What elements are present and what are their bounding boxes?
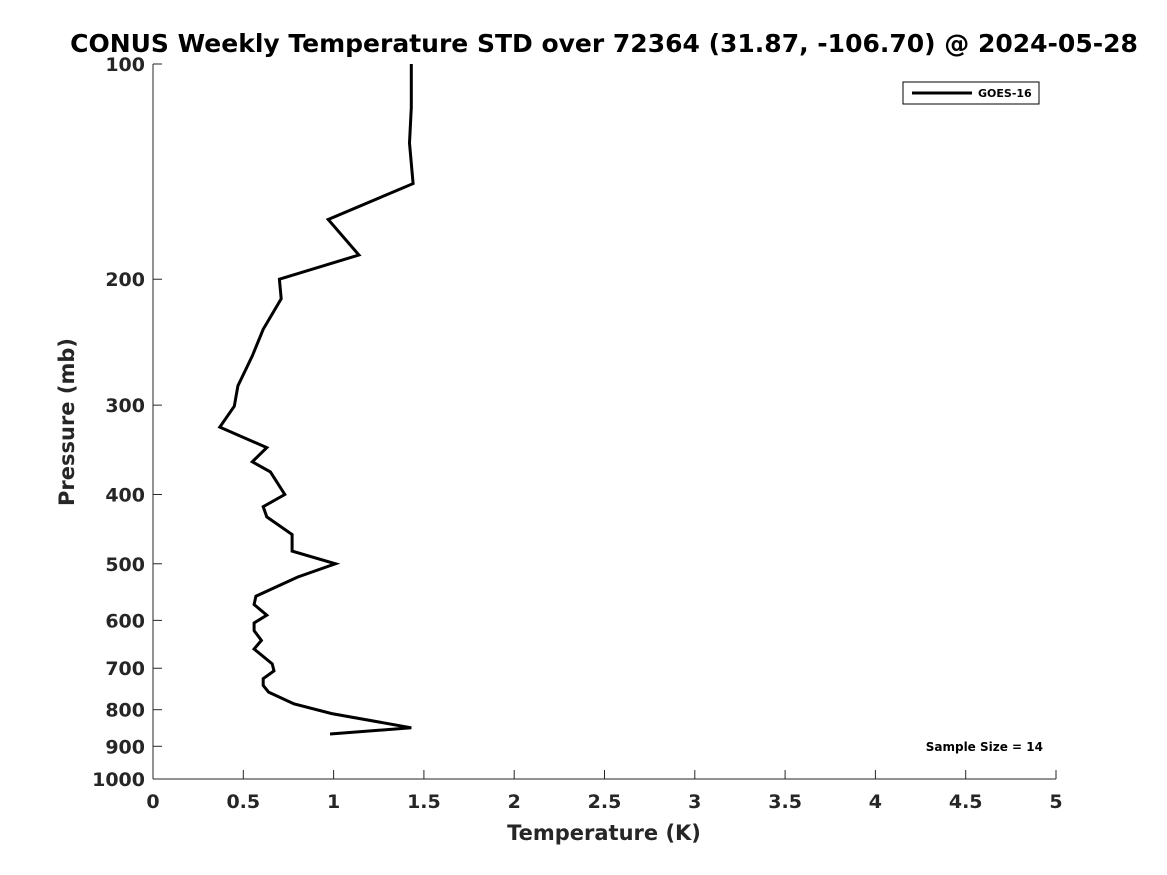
x-tick-label: 4 [869,791,882,813]
y-tick-label: 400 [105,484,145,506]
y-tick-label: 500 [105,554,145,576]
y-tick-label: 900 [105,736,145,758]
x-ticks: 0 0.5 1 1.5 2 2.5 3 3.5 4 4.5 5 [146,770,1063,813]
x-tick-label: 3.5 [768,791,802,813]
series-line-goes-16 [217,64,415,736]
y-tick-label: 100 [105,54,145,76]
sample-size-annotation: Sample Size = 14 [926,740,1043,754]
legend-label-goes-16: GOES-16 [978,87,1032,100]
y-tick-label: 1000 [92,769,145,791]
y-tick-label: 700 [105,658,145,680]
series-layer [217,64,415,736]
x-tick-label: 1.5 [407,791,441,813]
x-tick-label: 5 [1049,791,1062,813]
y-tick-label: 600 [105,610,145,632]
x-tick-label: 2.5 [588,791,622,813]
x-axis-label: Temperature (K) [507,821,701,845]
y-tick-label: 300 [105,395,145,417]
x-tick-label: 0.5 [226,791,260,813]
y-axis-label: Pressure (mb) [55,338,79,506]
x-tick-label: 2 [508,791,521,813]
x-tick-label: 1 [327,791,340,813]
y-tick-label: 200 [105,269,145,291]
y-ticks: 100 200 300 400 500 600 700 800 900 1000 [92,54,162,791]
y-tick-label: 800 [105,700,145,722]
x-tick-label: 0 [146,791,159,813]
chart-title: CONUS Weekly Temperature STD over 72364 … [70,29,1138,58]
x-tick-label: 3 [688,791,701,813]
legend: GOES-16 [902,81,1040,105]
x-tick-label: 4.5 [949,791,983,813]
